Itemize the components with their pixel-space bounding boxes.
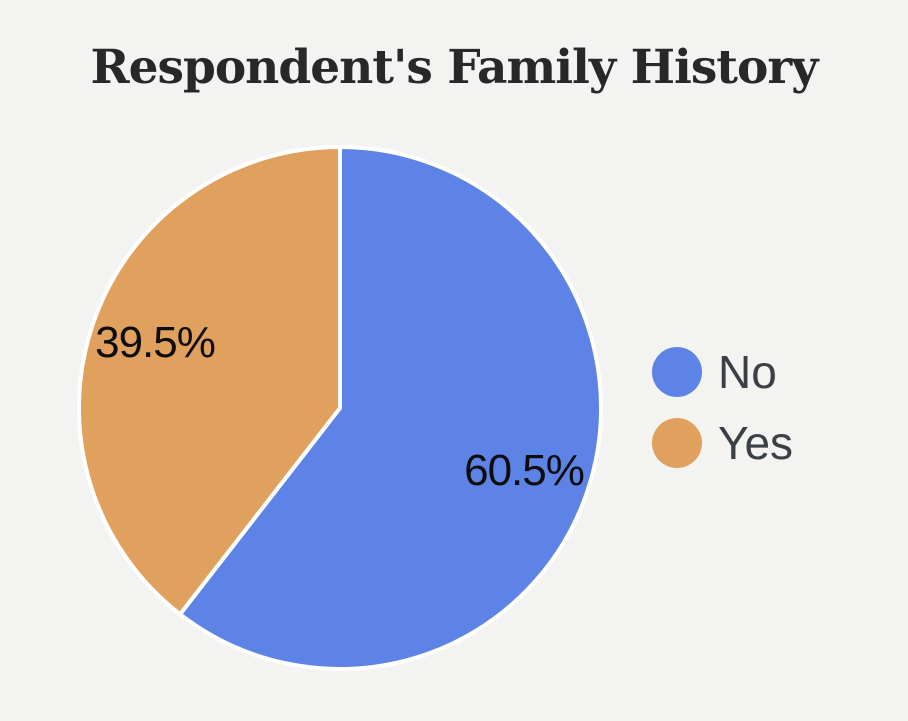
legend-swatch-yes-icon xyxy=(652,418,702,468)
pie-slice-label-no: 60.5% xyxy=(464,446,585,495)
pie-slice-no xyxy=(178,145,603,671)
legend-label-no: No xyxy=(718,346,777,398)
pie-slice-label-yes: 39.5% xyxy=(95,318,216,367)
legend: No Yes xyxy=(652,347,793,489)
pie-chart xyxy=(76,145,603,671)
legend-swatch-no-icon xyxy=(652,347,702,397)
legend-label-yes: Yes xyxy=(718,417,794,469)
legend-item-yes: Yes xyxy=(652,418,793,468)
chart-title: Respondent's Family History xyxy=(90,40,819,95)
pie-slice-yes xyxy=(76,145,342,617)
legend-item-no: No xyxy=(652,347,793,397)
